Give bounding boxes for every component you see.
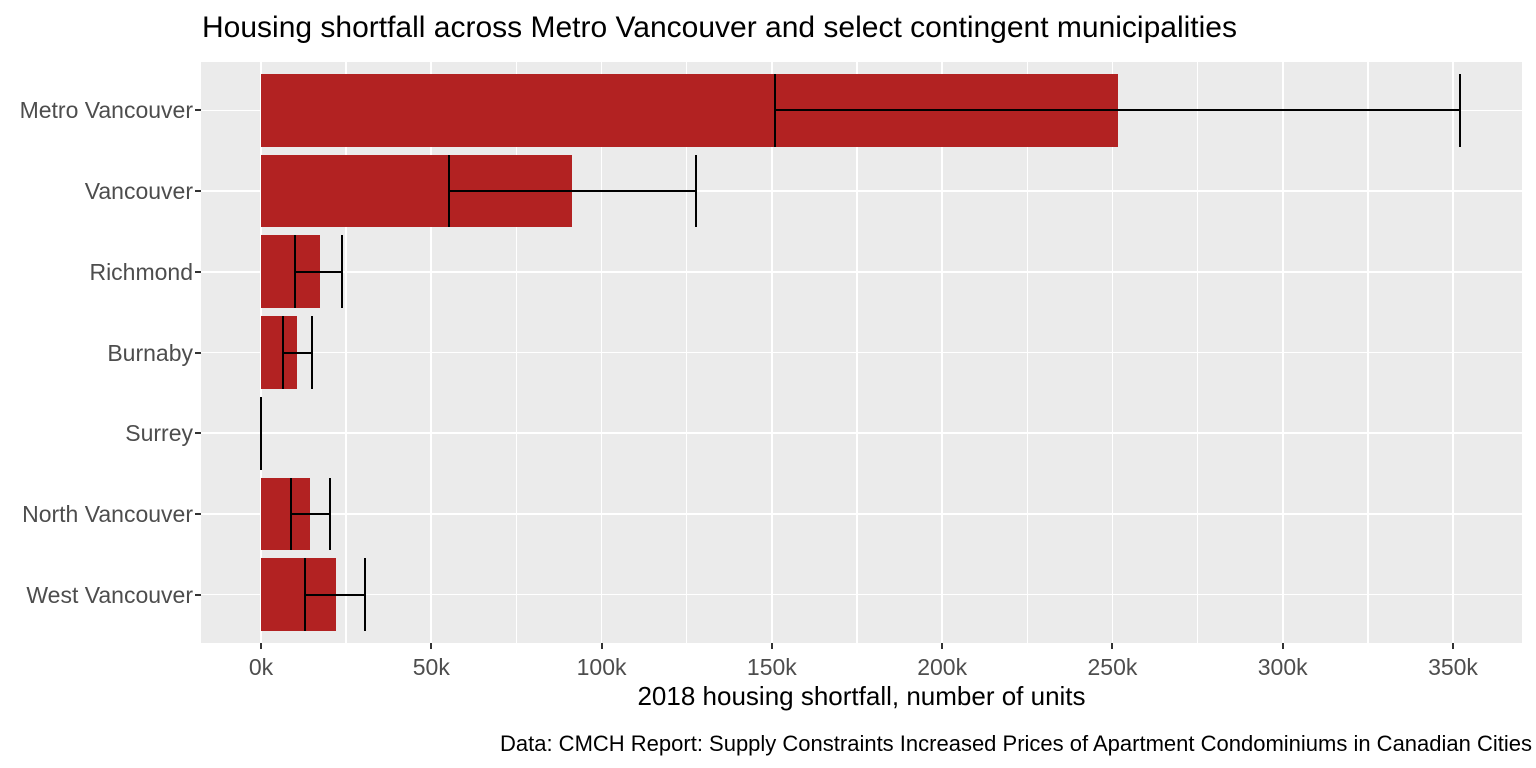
x-axis-tick [770,643,773,649]
errorbar-burnaby [283,351,312,354]
y-tick-label-richmond: Richmond [89,258,193,285]
y-axis-tick [195,593,201,596]
errorbar-north-vancouver-low-whisker [289,477,292,551]
errorbar-richmond-high-whisker [341,235,344,309]
errorbar-richmond-low-whisker [294,235,297,309]
errorbar-metro-vancouver-low-whisker [774,74,777,147]
x-axis-tick [1111,643,1114,649]
y-tick-label-vancouver: Vancouver [84,178,193,205]
caption: Data: CMCH Report: Supply Constraints In… [499,731,1532,756]
errorbar-metro-vancouver-high-whisker [1458,74,1461,147]
y-axis-tick [195,109,201,112]
errorbar-west-vancouver [304,593,365,596]
x-axis-tick [1281,643,1284,649]
errorbar-vancouver [448,190,696,193]
gridline-major-horizontal [201,593,1522,596]
y-axis-tick [195,270,201,273]
x-axis-tick [430,643,433,649]
y-axis-tick [195,190,201,193]
gridline-major-horizontal [201,432,1522,434]
errorbar-north-vancouver [290,512,331,515]
errorbar-richmond [295,270,343,273]
chart-title: Housing shortfall across Metro Vancouver… [202,11,1237,44]
x-tick-label: 350k [1428,654,1478,680]
errorbar-vancouver-low-whisker [447,154,450,228]
x-tick-label: 150k [746,654,797,680]
errorbar-burnaby-high-whisker [310,316,313,389]
gridline-major-horizontal [201,271,1522,273]
errorbar-north-vancouver-high-whisker [329,477,332,551]
x-tick-label: 0k [248,654,274,680]
errorbar-vancouver-high-whisker [694,154,697,228]
x-axis-title: 2018 housing shortfall, number of units [637,681,1086,711]
y-axis-tick [195,512,201,515]
errorbar-metro-vancouver [775,109,1460,112]
errorbar-west-vancouver-low-whisker [303,558,306,631]
y-tick-label-north-vancouver: North Vancouver [22,500,193,527]
x-tick-label: 100k [576,654,627,680]
gridline-major-horizontal [201,190,1522,192]
x-axis-tick [941,643,944,649]
y-tick-label-surrey: Surrey [125,420,193,447]
y-tick-label-west-vancouver: West Vancouver [26,581,193,608]
plot-panel [201,62,1522,643]
y-tick-label-burnaby: Burnaby [107,339,193,366]
gridline-major-horizontal [201,513,1522,515]
errorbar-burnaby-low-whisker [282,316,285,389]
x-tick-label: 300k [1257,654,1308,680]
errorbar-surrey-whisker [259,396,263,470]
x-axis-tick [600,643,603,649]
gridline-major-horizontal [201,351,1522,354]
y-axis-tick [195,432,201,435]
x-axis-tick [260,643,262,649]
x-tick-label: 50k [412,654,450,680]
y-tick-label-metro-vancouver: Metro Vancouver [19,97,193,124]
errorbar-west-vancouver-high-whisker [363,558,366,631]
x-axis-tick [1452,643,1454,649]
y-axis-tick [195,351,201,354]
x-tick-label: 200k [917,654,968,680]
x-tick-label: 250k [1087,654,1138,680]
